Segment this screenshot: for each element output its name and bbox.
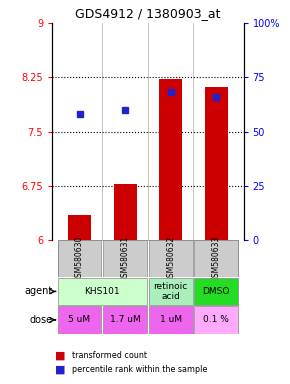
Text: retinoic
acid: retinoic acid xyxy=(154,282,188,301)
Bar xyxy=(58,278,147,305)
Text: 0.1 %: 0.1 % xyxy=(203,315,229,324)
Text: ■: ■ xyxy=(55,350,66,360)
Bar xyxy=(194,278,238,305)
Bar xyxy=(159,79,182,240)
Text: KHS101: KHS101 xyxy=(84,287,120,296)
Text: GSM580632: GSM580632 xyxy=(166,235,175,282)
Title: GDS4912 / 1380903_at: GDS4912 / 1380903_at xyxy=(75,7,221,20)
Bar xyxy=(149,240,193,277)
Bar xyxy=(103,240,147,277)
Text: transformed count: transformed count xyxy=(72,351,148,360)
Text: 1 uM: 1 uM xyxy=(160,315,182,324)
Bar xyxy=(149,306,193,334)
Text: ■: ■ xyxy=(55,364,66,374)
Text: 1.7 uM: 1.7 uM xyxy=(110,315,140,324)
Text: GSM580631: GSM580631 xyxy=(121,235,130,282)
Text: DMSO: DMSO xyxy=(203,287,230,296)
Text: GSM580633: GSM580633 xyxy=(212,235,221,282)
Text: percentile rank within the sample: percentile rank within the sample xyxy=(72,365,208,374)
Text: GSM580630: GSM580630 xyxy=(75,235,84,282)
Bar xyxy=(194,306,238,334)
Bar xyxy=(194,240,238,277)
Bar xyxy=(149,278,193,305)
Bar xyxy=(68,215,91,240)
Bar xyxy=(205,87,228,240)
Text: 5 uM: 5 uM xyxy=(68,315,90,324)
Bar xyxy=(103,306,147,334)
Bar xyxy=(58,240,102,277)
Bar xyxy=(114,184,137,240)
Bar xyxy=(58,306,102,334)
Text: dose: dose xyxy=(30,315,53,325)
Text: agent: agent xyxy=(25,286,53,296)
